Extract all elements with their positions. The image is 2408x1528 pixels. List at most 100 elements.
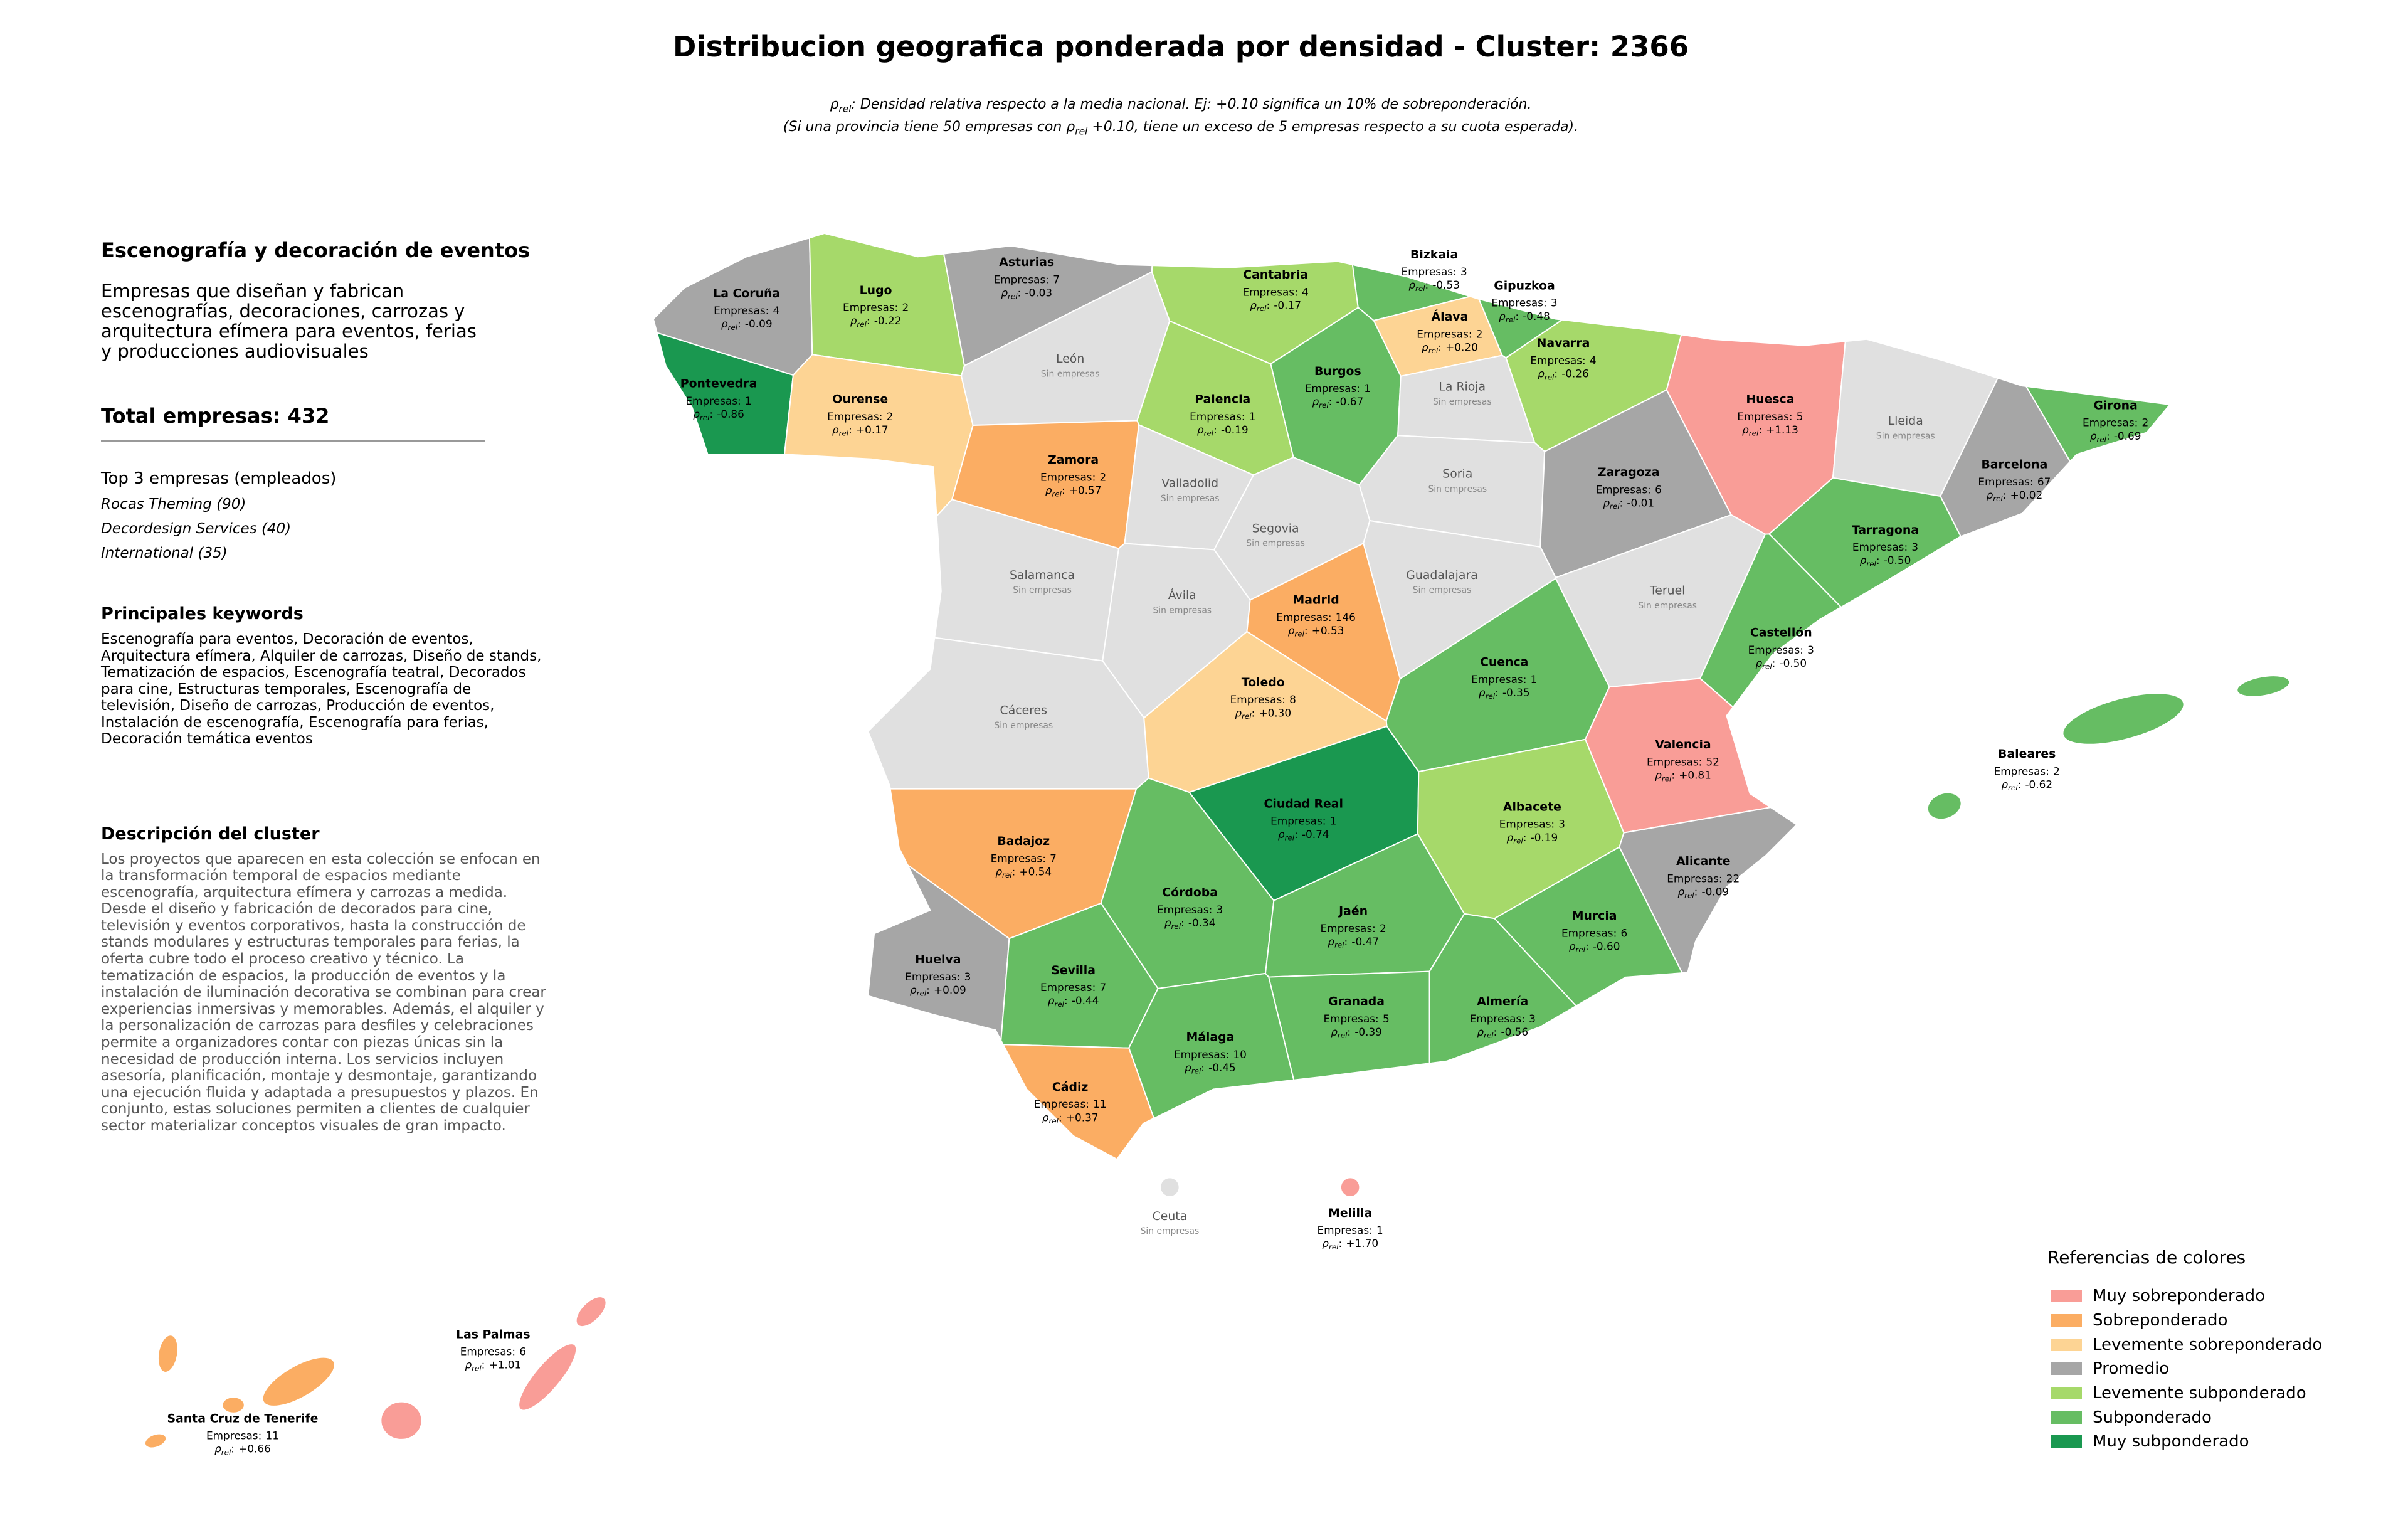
rho-sub: rel [472, 1364, 482, 1372]
rho-symbol: ρ [1860, 554, 1867, 566]
rho-sep: : [1266, 299, 1270, 311]
rho-sep: : [1772, 657, 1776, 669]
rho-value: -0.56 [1501, 1026, 1529, 1038]
rho-sub: rel [1575, 945, 1585, 954]
count-value: 6 [1655, 483, 1662, 496]
province [1428, 913, 1577, 1064]
panel-heading: Escenografía y decoración de eventos [101, 238, 531, 262]
count-label: Empresas: [1978, 475, 2033, 488]
count-value: 2 [2141, 416, 2148, 429]
province-no-data: Sin empresas [1013, 585, 1072, 595]
rho-sep: : [1062, 484, 1065, 497]
rho-value: +0.66 [238, 1443, 271, 1455]
count-value: 2 [887, 410, 894, 423]
rho-sep: : [1329, 395, 1333, 408]
rho-symbol: ρ [1499, 310, 1506, 322]
rho-symbol: ρ [1742, 423, 1749, 436]
province-count: Empresas: 11 [1034, 1098, 1107, 1110]
count-label: Empresas: [1230, 693, 1286, 706]
title: Distribucion geografica ponderada por de… [673, 30, 1689, 63]
count-value: 10 [1233, 1048, 1246, 1061]
province-name: Zamora [1048, 454, 1099, 467]
count-value: 5 [1383, 1012, 1390, 1025]
rho-value: +1.13 [1766, 423, 1798, 436]
island [262, 1357, 335, 1407]
rho-sep: : [1620, 496, 1624, 509]
rho-symbol: ρ [1197, 423, 1204, 436]
count-value: 4 [773, 304, 780, 317]
rho-value: -0.69 [2114, 430, 2141, 442]
count-value: 2 [1476, 327, 1483, 340]
count-label: Empresas: [460, 1345, 515, 1358]
province-name: Navarra [1537, 337, 1590, 350]
legend-swatch [2051, 1290, 2082, 1303]
count-value: 1 [745, 395, 752, 407]
province-rho: ρrel: -0.47 [1328, 935, 1379, 950]
legend-label: Subponderado [2093, 1408, 2212, 1427]
province-count: Empresas: 7 [994, 273, 1060, 285]
rho-sep: : [1201, 1061, 1205, 1074]
rho-value: +0.02 [2010, 489, 2043, 501]
count-label: Empresas: [206, 1430, 261, 1442]
province-name: Burgos [1314, 365, 1361, 378]
province-rho: ρrel: +1.70 [1322, 1237, 1378, 1251]
province-rho: ρrel: +0.02 [1986, 489, 2042, 503]
rho-value: -0.47 [1351, 935, 1379, 948]
province-rho: ρrel: -0.50 [1755, 657, 1807, 671]
rho-sep: : [1344, 935, 1348, 948]
count-label: Empresas: [1417, 327, 1472, 340]
rule [101, 440, 485, 442]
rho-sep: : [1338, 1237, 1342, 1249]
legend-item: Subponderado [2047, 1405, 2322, 1430]
province-no-data: Sin empresas [1413, 585, 1472, 595]
subtitle-text: (Si una provincia tiene 50 empresas con [783, 119, 1067, 135]
rho-sub: rel [1242, 712, 1252, 721]
count-value: 1 [1531, 673, 1538, 686]
rho-value: +0.30 [1259, 706, 1291, 719]
count-value: 67 [2037, 475, 2051, 488]
province-count: Empresas: 7 [991, 852, 1057, 864]
rho-sub: rel [1002, 871, 1012, 879]
rho-symbol: ρ [1538, 368, 1545, 380]
rho-sub: rel [1054, 1000, 1064, 1009]
island [1927, 792, 1962, 820]
subtitle-line: (Si una provincia tiene 50 empresas con … [0, 118, 2362, 141]
count-label: Empresas: [1242, 285, 1297, 298]
province-rho: ρrel: -0.34 [1164, 916, 1216, 931]
rho-sub: rel [1008, 292, 1018, 300]
rho-value: +0.09 [934, 984, 966, 996]
province-rho: ρrel: +0.66 [214, 1443, 271, 1457]
legend-label: Promedio [2093, 1359, 2170, 1379]
province-count: Empresas: 3 [1157, 903, 1223, 916]
legend-swatch [2051, 1435, 2082, 1448]
rho-sep: : [1758, 423, 1762, 436]
count-label: Empresas: [1318, 1224, 1373, 1236]
rho-sub: rel [1762, 662, 1772, 671]
rho-value: +0.81 [1679, 769, 1711, 782]
rho-symbol: ρ [1422, 341, 1428, 353]
province-name: Zaragoza [1598, 466, 1660, 479]
count-value: 3 [1807, 644, 1814, 656]
province-count: Empresas: 2 [1994, 765, 2060, 777]
legend-label: Levemente sobreponderado [2093, 1335, 2323, 1354]
province-name: Girona [2093, 399, 2137, 412]
province-count: Empresas: 4 [714, 304, 779, 317]
rho-sub: rel [1048, 1117, 1059, 1125]
rho-sub: rel [1257, 304, 1267, 313]
rho-sub: rel [1075, 125, 1088, 137]
count-label: Empresas: [1737, 410, 1792, 423]
rho-sub: rel [1866, 560, 1876, 568]
province-name: Alicante [1676, 855, 1731, 868]
rho-symbol: ρ [995, 865, 1002, 878]
rho-value: -0.74 [1302, 828, 1329, 841]
rho-sub: rel [1191, 1067, 1201, 1076]
province-name: Tarragona [1852, 524, 1919, 537]
rho-sep: : [709, 408, 713, 420]
rho-symbol: ρ [1755, 657, 1762, 669]
count-value: 1 [1249, 410, 1256, 423]
company: Decordesign Services (40) [101, 521, 292, 537]
rho-symbol: ρ [1986, 489, 1993, 501]
count-value: 146 [1336, 611, 1356, 623]
province-name: Toledo [1242, 676, 1285, 689]
province-count: Empresas: 10 [1174, 1048, 1247, 1061]
